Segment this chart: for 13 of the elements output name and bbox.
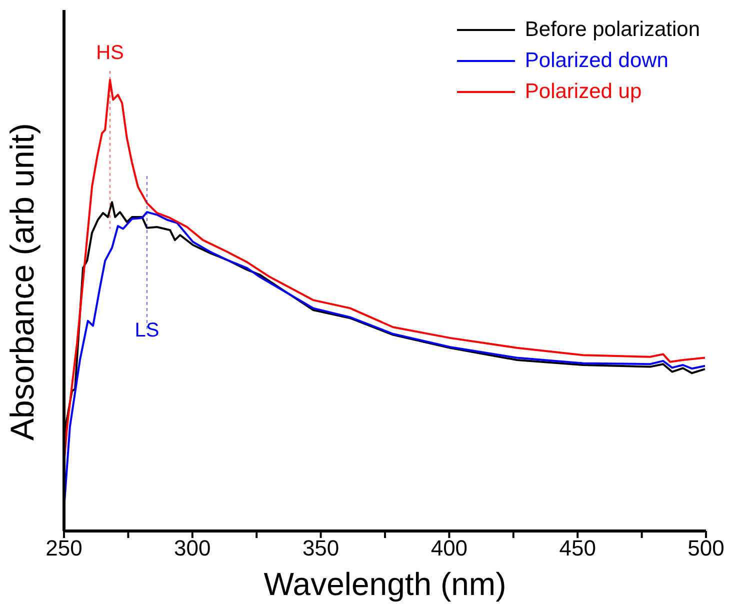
x-tick-label: 450	[559, 536, 596, 561]
legend-label: Polarized up	[524, 80, 642, 104]
annotation: LS	[134, 319, 160, 342]
x-tick-label: 500	[688, 536, 724, 561]
annotation: HS	[96, 42, 124, 64]
x-axis-title: Wavelength (nm)	[264, 566, 506, 602]
x-tick-label: 300	[174, 536, 211, 561]
legend-label: Polarized down	[524, 48, 668, 72]
x-tick-label: 350	[302, 536, 340, 561]
x-tick-label: 400	[430, 536, 468, 561]
legend-label: Before polarization	[524, 18, 700, 42]
y-axis-title: Absorbance (arb unit)	[4, 123, 41, 440]
x-tick-label: 250	[46, 536, 82, 561]
